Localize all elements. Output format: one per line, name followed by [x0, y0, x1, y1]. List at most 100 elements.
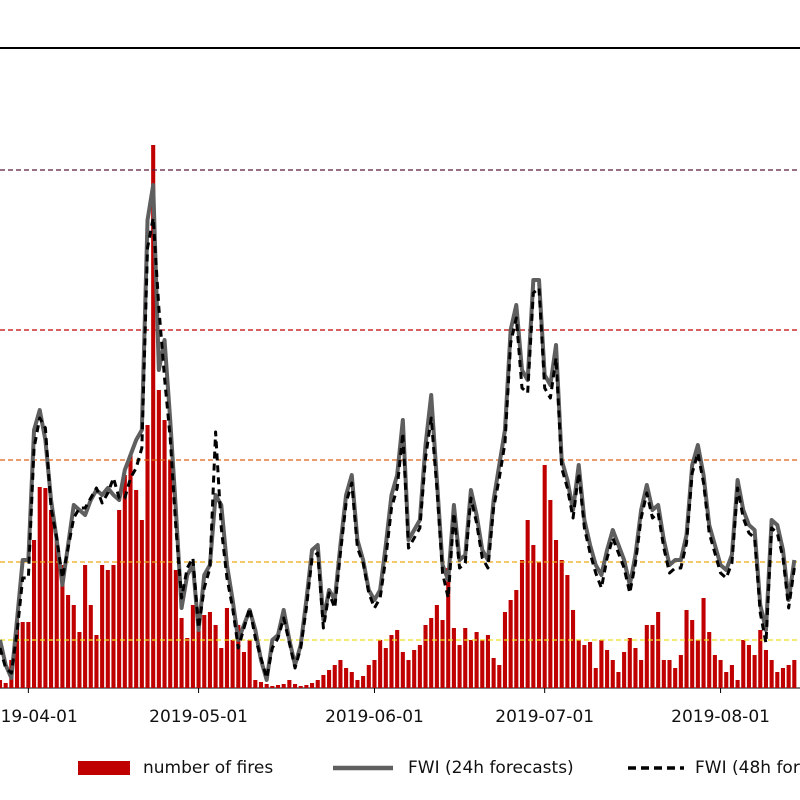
bar: [644, 625, 649, 688]
bar: [576, 640, 581, 688]
bar: [298, 686, 303, 688]
bar: [54, 540, 59, 688]
bar: [179, 618, 184, 688]
bar: [139, 520, 144, 688]
bar: [219, 648, 224, 688]
bar: [134, 490, 139, 688]
bar: [741, 640, 746, 688]
bar: [66, 595, 71, 688]
bar: [332, 665, 337, 688]
bar: [190, 605, 195, 688]
line-series-dashed: [0, 216, 796, 680]
bar: [417, 645, 422, 688]
bar: [627, 638, 632, 688]
bar: [224, 608, 229, 688]
bar: [468, 640, 473, 688]
bar: [258, 682, 264, 688]
bar: [735, 680, 740, 688]
bar: [542, 465, 547, 688]
bar: [43, 488, 48, 688]
legend-swatch: [78, 761, 130, 775]
bar: [349, 672, 354, 688]
bar: [389, 635, 394, 688]
bar: [502, 612, 508, 688]
bar: [588, 642, 593, 688]
legend-label: number of fires: [143, 758, 273, 778]
bar: [491, 658, 496, 688]
x-tick-label: 2019-08-01: [671, 707, 770, 727]
bar: [94, 635, 99, 688]
bar: [514, 590, 519, 688]
bar: [304, 685, 309, 688]
bar: [497, 665, 502, 688]
bar: [202, 615, 207, 688]
x-tick-label: 2019-04-01: [0, 707, 78, 727]
bar: [406, 660, 411, 688]
bar: [758, 630, 763, 688]
bar: [639, 660, 644, 688]
bar: [690, 620, 695, 688]
bar: [270, 686, 275, 688]
bar: [786, 665, 791, 688]
bar: [173, 570, 178, 688]
bar: [264, 684, 269, 688]
bar: [383, 648, 388, 688]
bar: [26, 622, 31, 688]
bar: [162, 420, 167, 688]
bar: [292, 684, 298, 688]
bar: [151, 145, 156, 688]
bar: [3, 683, 8, 688]
bar: [485, 635, 490, 688]
bar: [156, 390, 161, 688]
bar: [37, 487, 42, 688]
x-tick-label: 2019-05-01: [149, 707, 248, 727]
bar: [281, 684, 286, 688]
bar: [20, 622, 25, 688]
bar: [525, 520, 530, 688]
bar: [196, 630, 201, 688]
bar: [213, 625, 218, 688]
bar: [117, 510, 122, 688]
bar: [88, 605, 93, 688]
bar: [275, 685, 281, 688]
bar: [247, 640, 252, 688]
bar: [446, 568, 451, 688]
bar: [241, 652, 247, 688]
bar: [480, 640, 485, 688]
bar: [372, 660, 377, 688]
bar: [105, 570, 110, 688]
bar: [355, 680, 360, 688]
bar: [616, 672, 621, 688]
legend-label: FWI (48h forecasts): [695, 758, 800, 778]
bar: [344, 668, 349, 688]
bar: [712, 655, 717, 688]
bar: [519, 560, 525, 688]
bar: [673, 668, 678, 688]
bar: [661, 660, 666, 688]
bar: [49, 510, 54, 688]
bar: [610, 660, 615, 688]
bar: [605, 650, 610, 688]
bar: [571, 610, 576, 688]
bar: [763, 650, 768, 688]
bar: [395, 630, 400, 688]
bar: [667, 660, 672, 688]
bar: [185, 638, 190, 688]
bar: [582, 645, 587, 688]
bar: [111, 565, 116, 688]
bar: [321, 675, 326, 688]
bar: [434, 605, 439, 688]
bar: [315, 680, 320, 688]
bar: [0, 680, 3, 688]
bar: [77, 632, 82, 688]
x-tick-label: 2019-06-01: [325, 707, 424, 727]
bar: [531, 545, 536, 688]
bar: [310, 683, 315, 688]
bar: [553, 540, 559, 688]
bar: [633, 648, 638, 688]
bar: [457, 645, 462, 688]
bar: [508, 600, 513, 688]
bar: [701, 598, 706, 688]
bar: [207, 612, 212, 688]
